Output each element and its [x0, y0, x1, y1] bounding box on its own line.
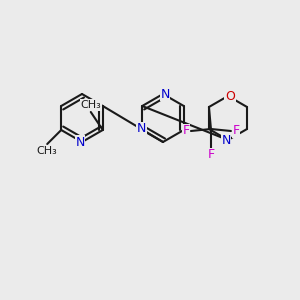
Text: N: N [136, 122, 146, 136]
Text: CH₃: CH₃ [37, 146, 58, 156]
Text: F: F [182, 124, 190, 137]
Text: CH₃: CH₃ [80, 100, 101, 110]
Text: F: F [232, 124, 239, 137]
Text: N: N [160, 88, 170, 100]
Text: F: F [207, 148, 214, 161]
Text: O: O [225, 89, 235, 103]
Text: N: N [221, 134, 231, 146]
Text: N: N [75, 136, 85, 148]
